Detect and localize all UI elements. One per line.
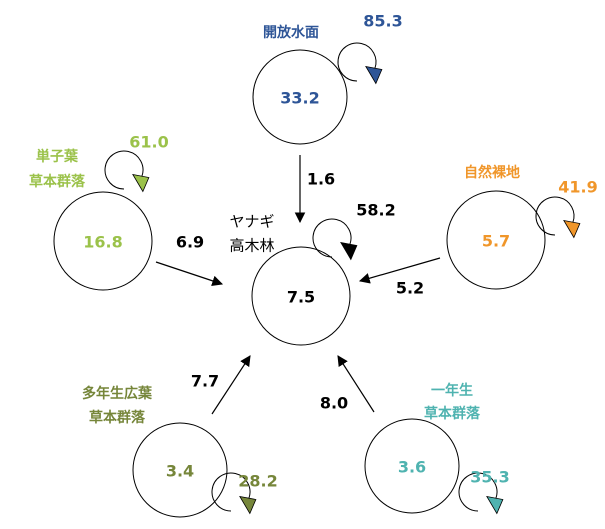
edge-value: 1.6 (307, 170, 335, 189)
node-label: 草本群落 (29, 173, 86, 190)
edge-arrow (337, 355, 375, 413)
node-label: 自然裸地 (464, 164, 520, 181)
node-value: 3.6 (398, 458, 426, 477)
loop-arrowhead (365, 65, 383, 85)
self-loop (211, 472, 251, 512)
node-value: 5.7 (482, 232, 510, 251)
self-loop (312, 218, 352, 258)
node-label: 開放水面 (263, 24, 319, 41)
loop-value: 61.0 (129, 133, 168, 152)
node-value: 3.4 (166, 462, 194, 481)
node-circle (364, 418, 460, 514)
loop-value: 58.2 (356, 201, 395, 220)
edge-value: 6.9 (176, 233, 204, 252)
loop-value: 41.9 (558, 178, 597, 197)
node-label: 草本群落 (424, 405, 481, 422)
node-circle (252, 49, 348, 145)
loop-arrowhead (563, 219, 581, 239)
self-loop (535, 196, 575, 236)
self-loop (458, 472, 498, 512)
loop-arrowhead (340, 241, 358, 261)
node-circle (446, 190, 546, 290)
node-circle (132, 422, 228, 518)
edge-value: 7.7 (191, 372, 219, 391)
node-value: 16.8 (83, 233, 122, 252)
loop-value: 28.2 (238, 472, 277, 491)
loop-arrowhead (132, 173, 150, 193)
loop-arrowhead (239, 495, 257, 515)
edge-value: 5.2 (396, 279, 424, 298)
node-circle (251, 246, 351, 346)
node-label: 単子葉 (36, 148, 79, 165)
edge-arrow (211, 355, 251, 415)
node-label: ヤナギ (229, 213, 274, 231)
node-label: 草本群落 (89, 409, 146, 426)
edge-value: 8.0 (320, 394, 348, 413)
self-loop (104, 150, 144, 190)
node-value: 7.5 (287, 288, 315, 307)
self-loop (337, 42, 377, 82)
node-label: 高木林 (229, 237, 274, 255)
loop-arrowhead (486, 495, 504, 515)
node-label: 多年生広葉 (82, 385, 153, 402)
node-value: 33.2 (280, 89, 319, 108)
node-label: 一年生 (431, 382, 473, 399)
edge-arrow (358, 257, 441, 284)
loop-value: 35.3 (470, 468, 509, 487)
edge-arrow (155, 261, 224, 287)
node-circle (53, 191, 153, 291)
loop-value: 85.3 (363, 12, 402, 31)
